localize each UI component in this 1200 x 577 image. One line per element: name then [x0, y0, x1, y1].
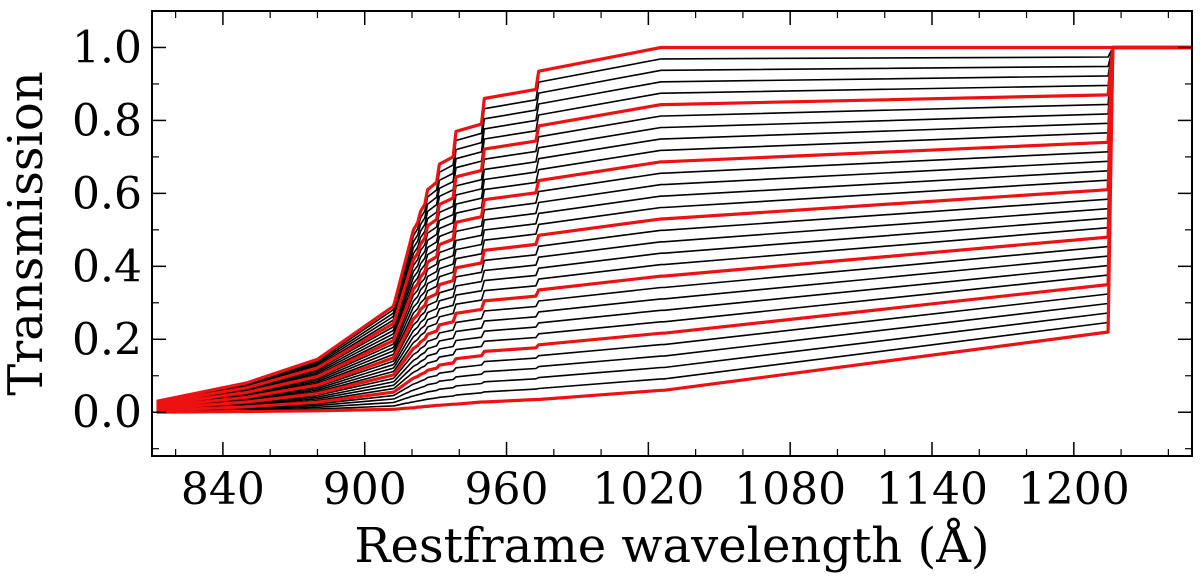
transmission-curve — [156, 46, 1192, 413]
transmission-curve — [156, 46, 1192, 408]
transmission-curve — [156, 46, 1192, 409]
transmission-curve — [156, 46, 1192, 411]
transmission-curve — [156, 46, 1192, 412]
transmission-curve — [156, 46, 1192, 404]
x-tick-label: 1140 — [876, 464, 988, 515]
transmission-curve — [156, 46, 1192, 406]
y-axis-ticks: 0.0 0.2 0.4 0.6 0.8 1.0 — [72, 10, 1192, 450]
y-tick-label: 1.0 — [72, 22, 142, 73]
highlight-curve — [156, 45, 1192, 405]
transmission-curve — [156, 46, 1192, 403]
transmission-curve — [156, 46, 1192, 412]
highlight-curve — [156, 45, 1192, 412]
y-axis-label: Transmission — [0, 71, 54, 395]
y-tick-label: 0.6 — [72, 168, 142, 219]
transmission-curve — [156, 46, 1192, 405]
transmission-curve — [156, 46, 1192, 405]
x-tick-label: 1020 — [592, 464, 704, 515]
y-tick-label: 0.2 — [72, 314, 142, 365]
transmission-curve — [156, 46, 1192, 409]
transmission-curve — [156, 46, 1192, 404]
highlight-curve — [156, 45, 1192, 403]
x-tick-label: 1080 — [734, 464, 846, 515]
transmission-curve — [156, 46, 1192, 413]
plot-frame — [151, 10, 1193, 457]
transmission-curve — [156, 46, 1192, 407]
y-tick-label: 0.0 — [72, 387, 142, 438]
transmission-curve — [156, 46, 1192, 410]
highlight-curve — [156, 45, 1192, 414]
transmission-curve — [156, 46, 1192, 408]
highlight-curve — [156, 45, 1192, 411]
transmission-curve — [156, 46, 1192, 411]
x-tick-label: 900 — [323, 464, 407, 515]
y-tick-label: 0.8 — [72, 95, 142, 146]
highlight-curve — [156, 45, 1192, 409]
x-axis-label: Restframe wavelength (Å) — [354, 517, 989, 574]
x-axis-ticks: 840 900 960 1020 1080 1140 1200 — [175, 11, 1169, 515]
x-tick-label: 1200 — [1018, 464, 1130, 515]
transmission-curve — [156, 46, 1192, 407]
x-tick-label: 960 — [465, 464, 549, 515]
transmission-curve — [156, 46, 1192, 409]
transmission-curve — [156, 46, 1192, 407]
curve-group — [156, 45, 1192, 414]
highlight-curve — [156, 45, 1192, 407]
transmission-curve — [156, 46, 1192, 405]
transmission-curve — [156, 46, 1192, 411]
y-tick-label: 0.4 — [72, 241, 142, 292]
x-tick-label: 840 — [181, 464, 265, 515]
